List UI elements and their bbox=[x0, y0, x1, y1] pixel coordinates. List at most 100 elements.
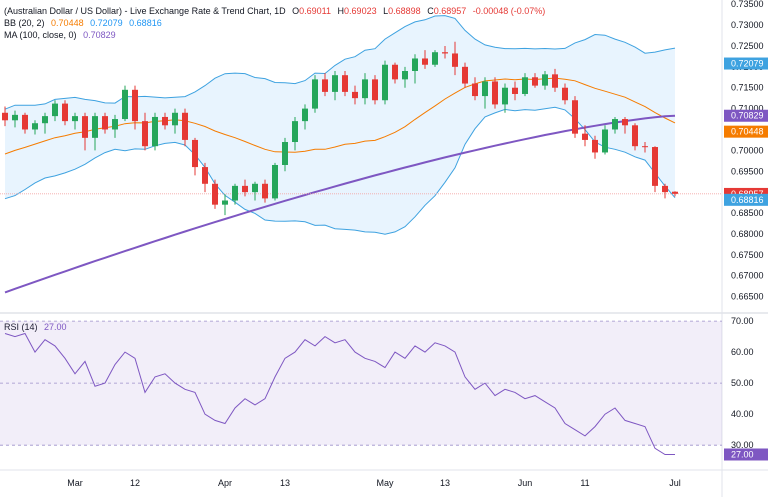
rsi-tick-label: 70.00 bbox=[731, 316, 754, 326]
candle-body bbox=[62, 103, 68, 122]
candle-body bbox=[372, 79, 378, 101]
time-tick-label: 12 bbox=[130, 478, 140, 488]
candle-body bbox=[422, 58, 428, 65]
candle-body bbox=[132, 89, 138, 122]
ma-label: MA (100, close, 0) bbox=[4, 30, 77, 40]
price-tick-label: 0.67000 bbox=[731, 271, 764, 281]
candle-body bbox=[492, 81, 498, 105]
rsi-tag-bg bbox=[724, 448, 768, 461]
candle-body bbox=[382, 64, 388, 101]
price-tick-label: 0.66500 bbox=[731, 292, 764, 302]
candle-body bbox=[92, 116, 98, 138]
bb-basis-tag-bg bbox=[724, 125, 768, 138]
time-tick-label: Apr bbox=[218, 478, 232, 488]
bb-lower-tag: 0.68816 bbox=[731, 195, 764, 205]
candle-body bbox=[42, 116, 48, 124]
candle-body bbox=[602, 129, 608, 153]
ohlc-low: L0.68898 bbox=[383, 6, 421, 16]
price-tick-label: 0.71000 bbox=[731, 104, 764, 114]
candle-body bbox=[532, 77, 538, 86]
candle-body bbox=[262, 183, 268, 199]
price-tick-label: 0.71500 bbox=[731, 83, 764, 93]
bb-legend: BB (20, 2) 0.70448 0.72079 0.68816 bbox=[4, 18, 162, 28]
candle-body bbox=[242, 185, 248, 193]
candle-body bbox=[202, 167, 208, 184]
candle-body bbox=[392, 64, 398, 80]
rsi-tick-label: 30.00 bbox=[731, 440, 754, 450]
bb-upper-tag-bg bbox=[724, 57, 768, 70]
time-tick-label: 13 bbox=[440, 478, 450, 488]
candle-body bbox=[632, 125, 638, 147]
price-tick-label: 0.73500 bbox=[731, 0, 764, 9]
ma-legend: MA (100, close, 0) 0.70829 bbox=[4, 30, 116, 40]
candle-body bbox=[642, 146, 648, 148]
bb-upper-line bbox=[4, 15, 676, 110]
candle-body bbox=[472, 83, 478, 97]
bb-basis-tag: 0.70448 bbox=[731, 127, 764, 137]
price-tick-label: 0.72500 bbox=[731, 41, 764, 51]
candle-body bbox=[152, 116, 158, 147]
candle-body bbox=[332, 75, 338, 92]
candle-body bbox=[252, 183, 258, 193]
rsi-tick-label: 60.00 bbox=[731, 347, 754, 357]
candle-body bbox=[622, 119, 628, 126]
price-tick-label: 0.69500 bbox=[731, 166, 764, 176]
candle-body bbox=[432, 52, 438, 65]
candle-body bbox=[582, 133, 588, 140]
candle-body bbox=[552, 74, 558, 88]
chart-title: (Australian Dollar / US Dollar) - Live E… bbox=[4, 6, 286, 16]
candle-body bbox=[672, 191, 678, 194]
time-tick-label: Jun bbox=[518, 478, 533, 488]
candle-body bbox=[82, 116, 88, 138]
rsi-tick-label: 50.00 bbox=[731, 378, 754, 388]
candle-body bbox=[302, 108, 308, 122]
chart-legend-title: (Australian Dollar / US Dollar) - Live E… bbox=[4, 6, 545, 16]
price-tick-label: 0.70000 bbox=[731, 145, 764, 155]
candle-body bbox=[662, 185, 668, 193]
ohlc-close: C0.68957 bbox=[427, 6, 467, 16]
candle-body bbox=[52, 103, 58, 117]
candle-body bbox=[462, 66, 468, 84]
ma-value: 0.70829 bbox=[83, 30, 116, 40]
price-tick-label: 0.67500 bbox=[731, 250, 764, 260]
candle-body bbox=[72, 116, 78, 122]
bb-lower-line bbox=[4, 106, 676, 235]
candle-body bbox=[502, 87, 508, 105]
bb-basis-value: 0.70448 bbox=[51, 18, 84, 28]
price-change: -0.00048 (-0.07%) bbox=[472, 6, 546, 16]
candle-body bbox=[612, 119, 618, 130]
candle-body bbox=[312, 79, 318, 109]
candle-body bbox=[352, 91, 358, 99]
time-tick-label: May bbox=[376, 478, 394, 488]
candle-body bbox=[282, 142, 288, 165]
candle-body bbox=[112, 119, 118, 130]
bb-band-fill bbox=[5, 15, 675, 235]
candle-body bbox=[452, 53, 458, 67]
bb-upper-value: 0.72079 bbox=[90, 18, 123, 28]
candle-body bbox=[562, 87, 568, 101]
candle-body bbox=[592, 139, 598, 153]
candle-body bbox=[192, 139, 198, 168]
rsi-line bbox=[4, 332, 675, 455]
candle-body bbox=[172, 112, 178, 126]
candle-body bbox=[292, 121, 298, 143]
ma-tag-bg bbox=[724, 109, 768, 122]
bb-lower-value: 0.68816 bbox=[129, 18, 162, 28]
candle-body bbox=[32, 123, 38, 130]
candle-body bbox=[102, 116, 108, 130]
time-tick-label: Mar bbox=[67, 478, 83, 488]
candle-body bbox=[412, 58, 418, 72]
candle-body bbox=[162, 116, 168, 126]
rsi-value: 27.00 bbox=[44, 322, 67, 332]
candle-body bbox=[362, 79, 368, 99]
price-tick-label: 0.68000 bbox=[731, 229, 764, 239]
rsi-tick-label: 40.00 bbox=[731, 409, 754, 419]
candle-body bbox=[342, 75, 348, 92]
candle-body bbox=[222, 200, 228, 205]
bb-label: BB (20, 2) bbox=[4, 18, 45, 28]
ohlc-open: O0.69011 bbox=[292, 6, 332, 16]
price-tick-label: 0.68500 bbox=[731, 208, 764, 218]
candle-body bbox=[212, 183, 218, 205]
rsi-label: RSI (14) bbox=[4, 322, 38, 332]
